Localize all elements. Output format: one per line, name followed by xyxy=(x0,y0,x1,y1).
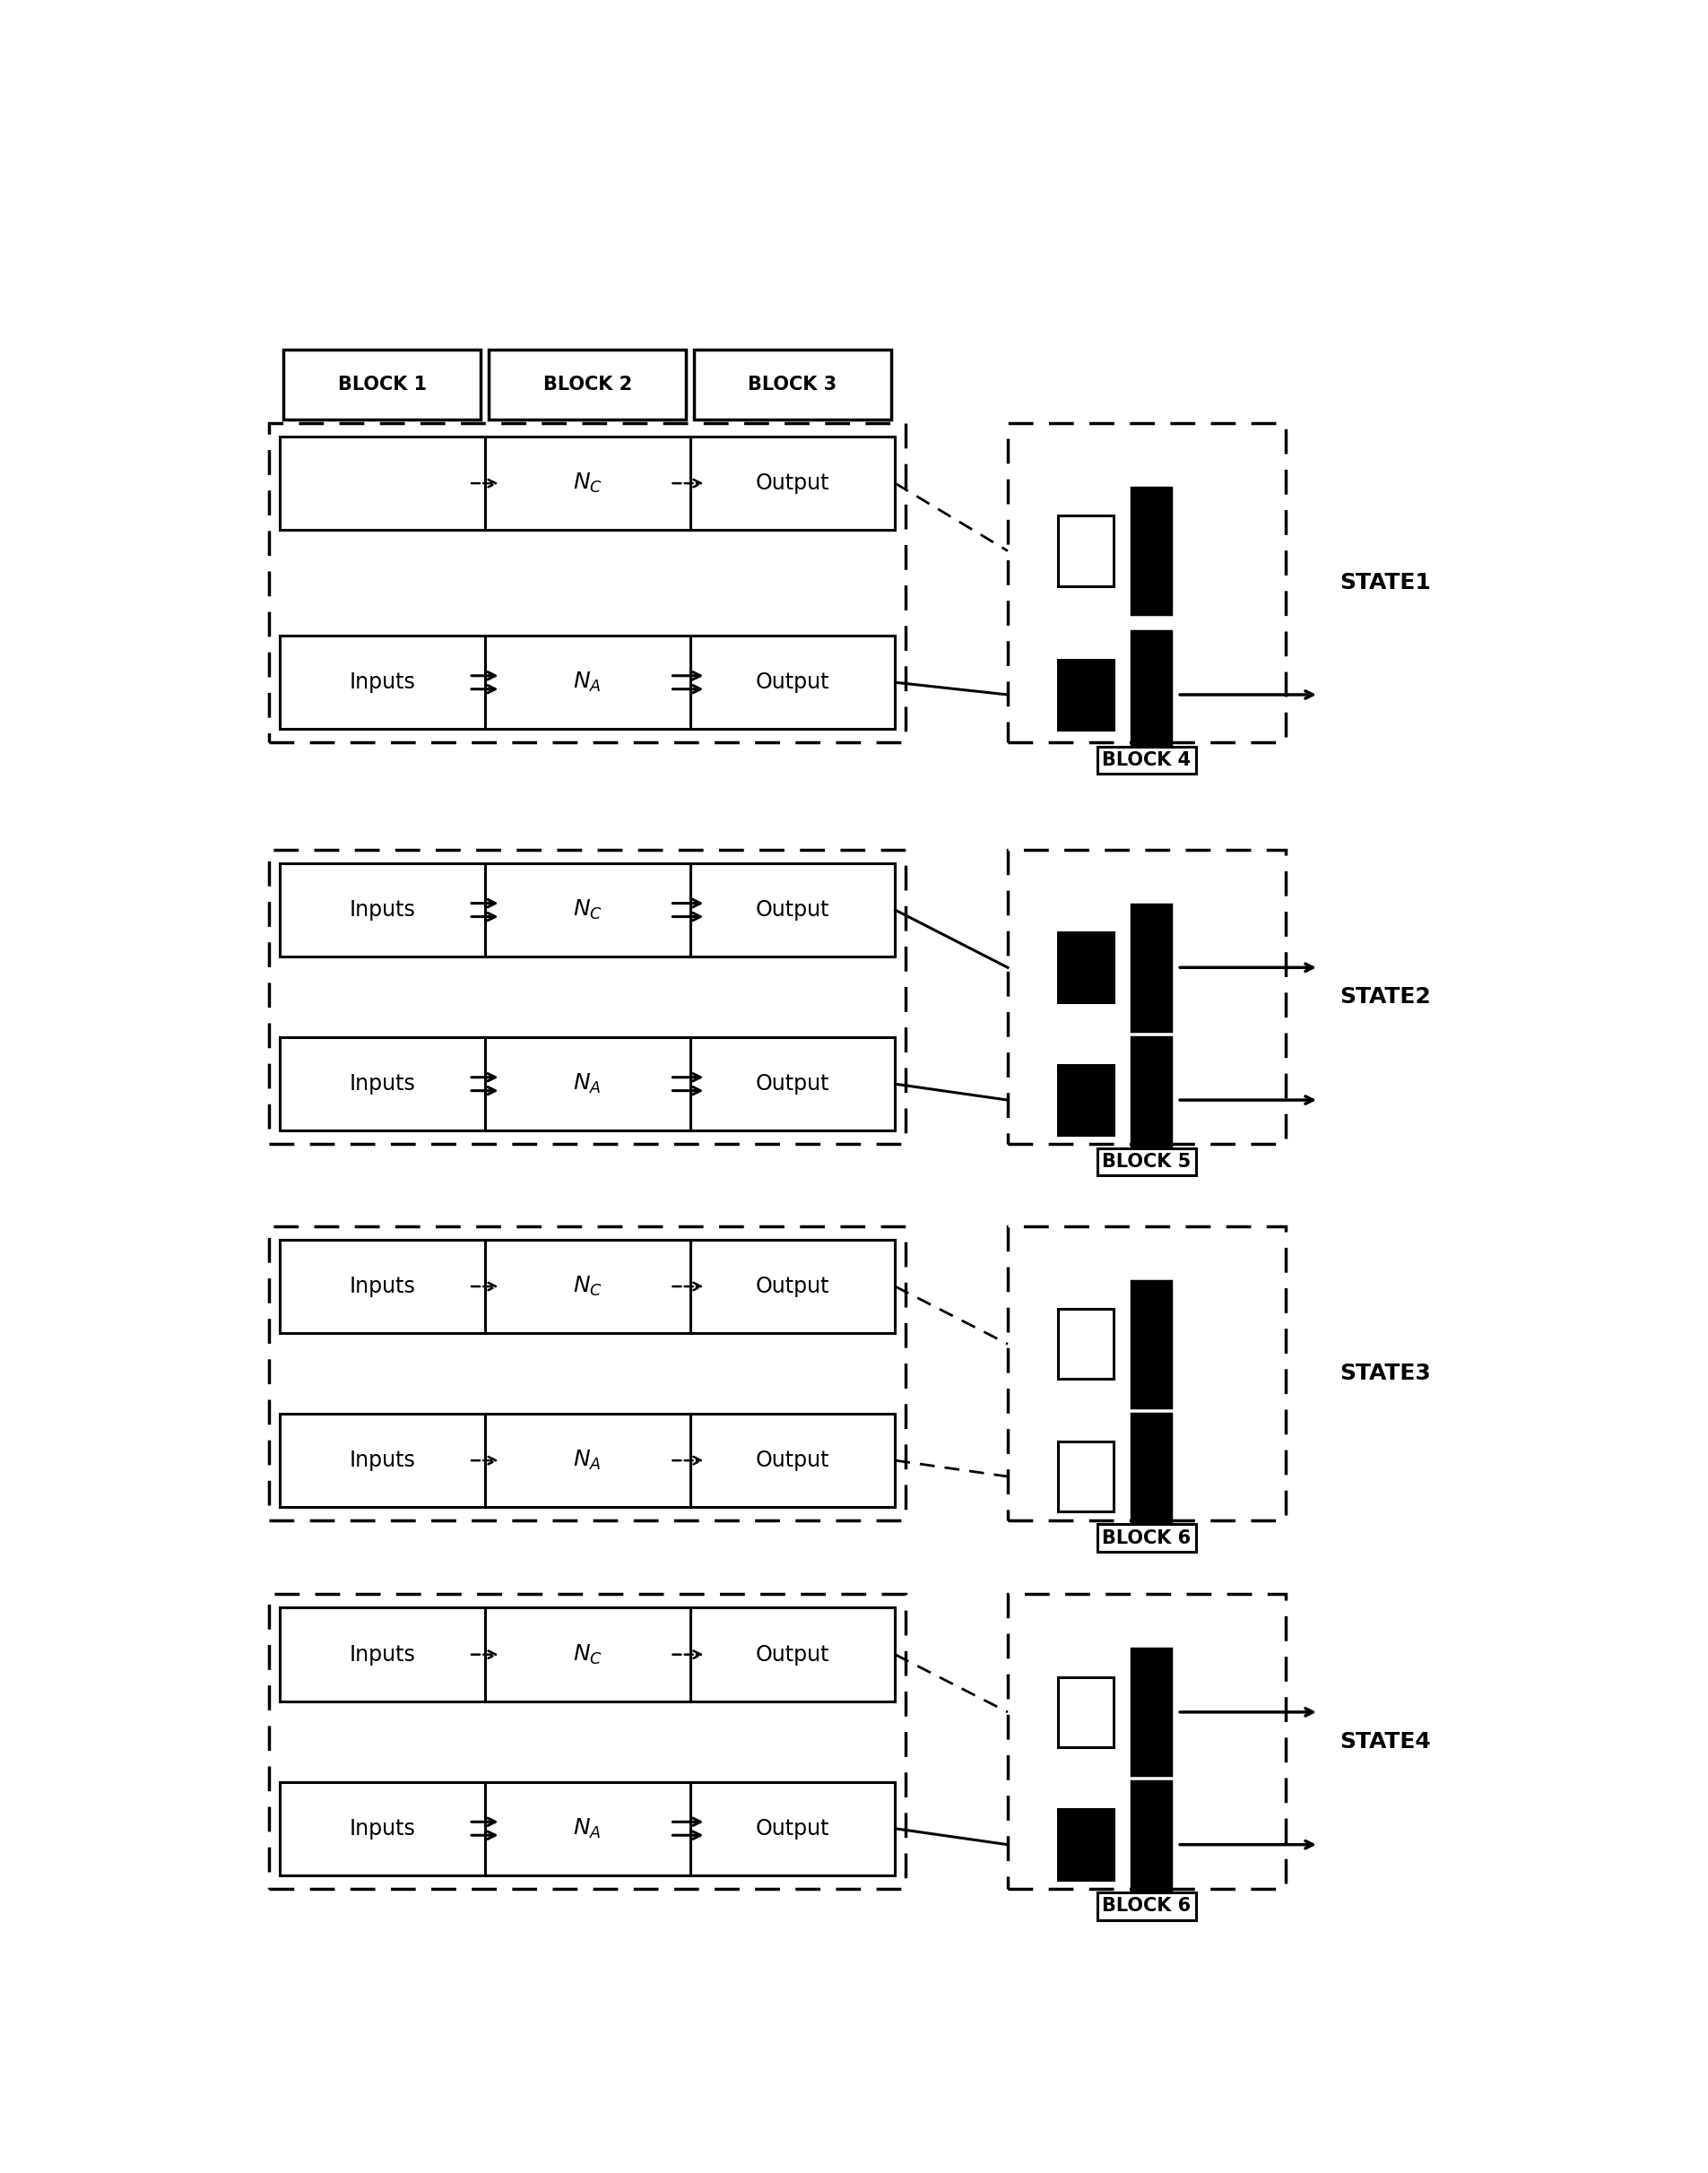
Text: Inputs: Inputs xyxy=(348,1073,415,1095)
Bar xyxy=(280,635,895,730)
Bar xyxy=(1131,1037,1170,1163)
Bar xyxy=(693,350,892,419)
Bar xyxy=(1131,1280,1170,1408)
Bar xyxy=(1131,1412,1170,1541)
Text: $N_C$: $N_C$ xyxy=(572,1276,603,1297)
Bar xyxy=(1059,1678,1114,1747)
Text: Output: Output xyxy=(755,671,830,693)
Bar xyxy=(1008,1226,1286,1521)
Text: $N_C$: $N_C$ xyxy=(572,472,603,495)
Text: Inputs: Inputs xyxy=(348,900,415,921)
Text: Output: Output xyxy=(755,1643,830,1665)
Text: $N_A$: $N_A$ xyxy=(574,1071,601,1095)
Bar xyxy=(1008,850,1286,1145)
Bar xyxy=(1059,1065,1114,1134)
Text: Output: Output xyxy=(755,1073,830,1095)
Text: Output: Output xyxy=(755,1819,830,1838)
Bar xyxy=(1059,1441,1114,1512)
Text: $N_C$: $N_C$ xyxy=(572,897,603,921)
Text: Inputs: Inputs xyxy=(348,1449,415,1471)
Text: STATE4: STATE4 xyxy=(1339,1730,1431,1751)
Text: Inputs: Inputs xyxy=(348,1643,415,1665)
Bar xyxy=(1059,1810,1114,1880)
Bar xyxy=(1059,1308,1114,1380)
Text: BLOCK 1: BLOCK 1 xyxy=(338,376,427,393)
Text: Output: Output xyxy=(755,900,830,921)
Bar xyxy=(270,424,905,743)
Bar xyxy=(1059,932,1114,1002)
Text: STATE1: STATE1 xyxy=(1339,571,1431,593)
Bar xyxy=(280,1239,895,1334)
Text: $N_A$: $N_A$ xyxy=(574,1449,601,1471)
Text: Inputs: Inputs xyxy=(348,671,415,693)
Bar xyxy=(270,1595,905,1888)
Bar xyxy=(280,863,895,956)
Text: BLOCK 6: BLOCK 6 xyxy=(1102,1897,1190,1914)
Text: BLOCK 3: BLOCK 3 xyxy=(748,376,837,393)
Text: $N_A$: $N_A$ xyxy=(574,1817,601,1841)
Bar xyxy=(1008,1595,1286,1888)
Bar xyxy=(280,1608,895,1701)
Bar xyxy=(1131,632,1170,758)
Text: $N_A$: $N_A$ xyxy=(574,671,601,693)
Bar xyxy=(280,1782,895,1875)
Text: Output: Output xyxy=(755,1276,830,1297)
Text: BLOCK 5: BLOCK 5 xyxy=(1102,1152,1190,1171)
Bar xyxy=(280,437,895,530)
Text: $N_C$: $N_C$ xyxy=(572,1643,603,1667)
Bar xyxy=(270,850,905,1145)
Text: Inputs: Inputs xyxy=(348,1276,415,1297)
Text: BLOCK 2: BLOCK 2 xyxy=(543,376,632,393)
Bar xyxy=(1008,424,1286,743)
Bar xyxy=(1131,904,1170,1030)
Text: STATE2: STATE2 xyxy=(1339,987,1431,1008)
Bar xyxy=(1131,487,1170,615)
Text: Inputs: Inputs xyxy=(348,1819,415,1838)
Text: Output: Output xyxy=(755,472,830,493)
Text: STATE3: STATE3 xyxy=(1339,1362,1431,1384)
Bar xyxy=(284,350,482,419)
Bar xyxy=(1131,1649,1170,1775)
Text: BLOCK 6: BLOCK 6 xyxy=(1102,1530,1190,1547)
Bar xyxy=(1059,661,1114,730)
Bar xyxy=(270,1226,905,1521)
Bar xyxy=(280,1415,895,1508)
Text: BLOCK 4: BLOCK 4 xyxy=(1102,752,1190,769)
Bar xyxy=(488,350,687,419)
Bar xyxy=(280,1037,895,1130)
Bar xyxy=(1131,1782,1170,1908)
Text: Output: Output xyxy=(755,1449,830,1471)
Bar xyxy=(1059,515,1114,587)
